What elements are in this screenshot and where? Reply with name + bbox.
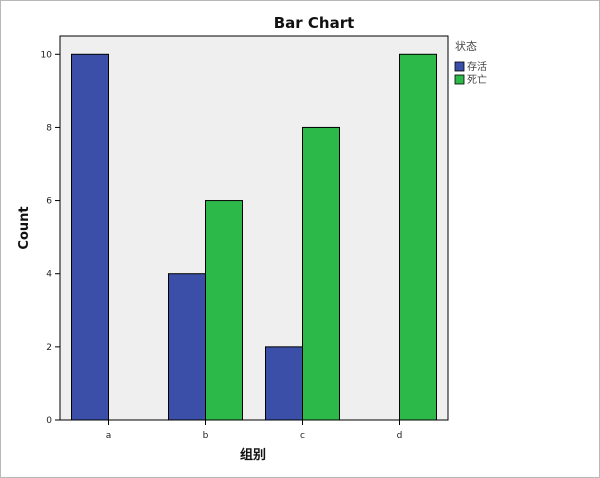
bars [71, 53, 437, 421]
y-tick-label: 2 [46, 343, 52, 353]
x-tick-label: b [203, 431, 209, 441]
bar-b-series-0 [168, 273, 206, 421]
y-tick-label: 10 [41, 50, 53, 60]
y-tick-label: 8 [46, 123, 52, 133]
y-tick-label: 4 [46, 270, 52, 280]
x-tick-label: a [106, 431, 112, 441]
bar-a-series-0 [71, 53, 109, 421]
bar-d-series-1 [399, 53, 437, 421]
y-axis: 0 2 4 6 8 10 [41, 50, 60, 426]
y-tick-label: 0 [46, 416, 52, 426]
bar-c-series-0 [265, 346, 303, 421]
legend-title: 状态 [455, 39, 477, 53]
x-tick-label: c [300, 431, 305, 441]
x-tick-label: d [397, 431, 403, 441]
legend-swatch-1 [454, 74, 465, 85]
x-axis: a b c d [106, 420, 403, 441]
chart-title: Bar Chart [274, 14, 355, 32]
plot-area [59, 35, 449, 421]
y-axis-title: Count [17, 206, 32, 249]
legend-swatch-0 [454, 61, 465, 72]
x-axis-title: 组别 [240, 447, 266, 463]
legend-label-0: 存活 [467, 60, 487, 73]
legend-label-1: 死亡 [467, 73, 487, 86]
bar-b-series-1 [205, 200, 243, 421]
bar-c-series-1 [302, 126, 340, 421]
y-tick-label: 6 [46, 197, 52, 207]
